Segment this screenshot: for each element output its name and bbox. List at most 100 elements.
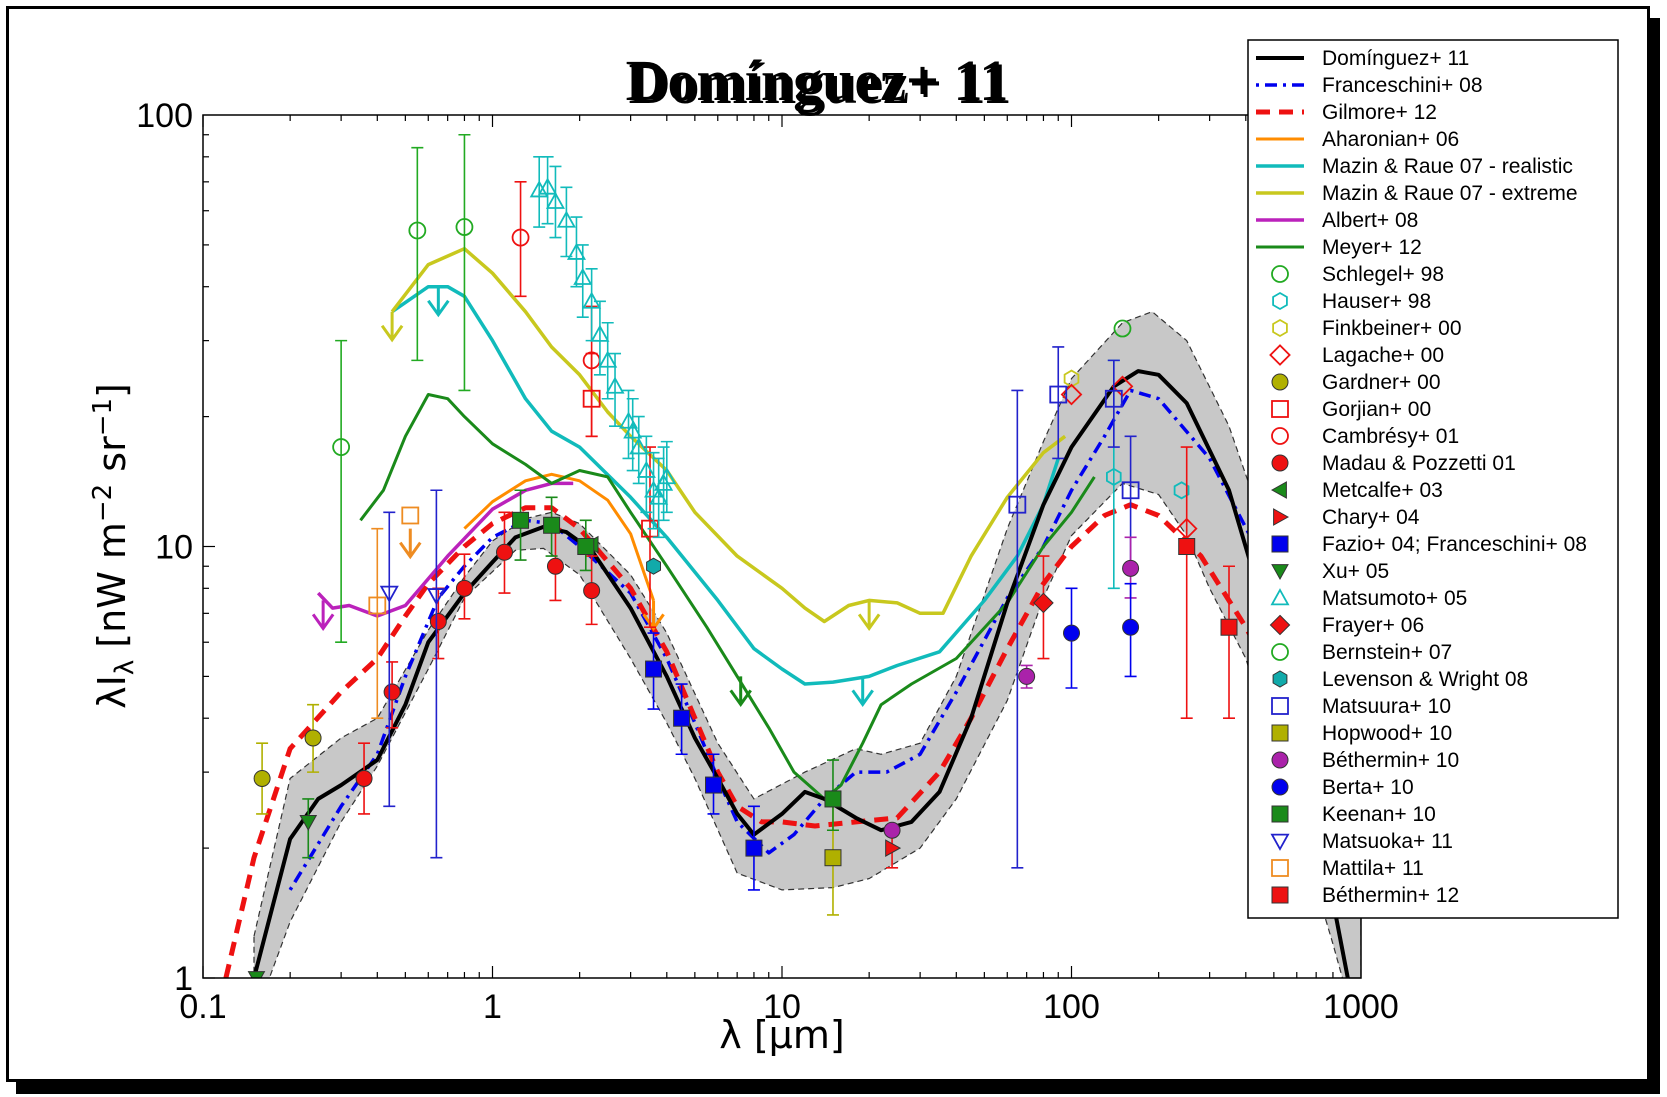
points-chary-04-point-0 — [885, 839, 902, 857]
points-matsuoka-11 — [379, 489, 446, 859]
points-matsumoto-05-errorbar-3 — [560, 186, 573, 258]
legend-entry: Béthermin+ 10 — [1271, 749, 1459, 772]
points-matsumoto-05-point-7 — [590, 324, 610, 342]
points-b-thermin-12-errorbar-0 — [1180, 446, 1193, 720]
legend-label: Frayer+ 06 — [1322, 614, 1424, 637]
legend-marker-swatch — [1271, 805, 1289, 823]
y-tick-label: 1 — [174, 960, 193, 998]
points-cambr-sy-01-point-0 — [511, 228, 530, 247]
legend-entry: Cambrésy+ 01 — [1271, 425, 1459, 448]
points-matsumoto-05-errorbar-14 — [647, 451, 660, 530]
points-madau-pozzetti-01-point-5 — [546, 557, 564, 575]
y-tick-label: 10 — [155, 529, 193, 567]
legend-marker-swatch — [1271, 373, 1289, 391]
points-levenson-wright-08 — [646, 557, 661, 575]
points-matsumoto-05-point-6 — [582, 291, 602, 309]
points-fazio-04-franceschini-08-point-3 — [745, 839, 763, 857]
points-matsumoto-05-point-9 — [605, 376, 625, 394]
points-b-thermin-10 — [883, 536, 1140, 839]
points-matsumoto-05-errorbar-12 — [632, 415, 645, 485]
points-matsumoto-05-point-2 — [545, 191, 565, 209]
legend-label: Hauser+ 98 — [1322, 290, 1431, 313]
legend-entry: Matsuoka+ 11 — [1270, 830, 1453, 853]
legend-entry: Matsuura+ 10 — [1271, 695, 1451, 718]
points-b-thermin-12-point-1 — [1220, 618, 1238, 636]
points-b-thermin-12-point-0 — [1178, 538, 1196, 555]
legend-label: Mazin & Raue 07 - realistic — [1322, 155, 1573, 178]
points-xu-05-point-0 — [247, 971, 266, 978]
legend-label: Berta+ 10 — [1322, 776, 1414, 799]
legend-entry: Xu+ 05 — [1271, 560, 1389, 583]
series-albert-08-upper-limit-0 — [311, 600, 335, 631]
points-matsuoka-11-errorbar-0 — [383, 511, 396, 808]
legend-marker-swatch — [1270, 588, 1290, 606]
legend-entry: Chary+ 04 — [1273, 506, 1420, 529]
series-mazin-raue-07-extreme-line — [390, 246, 1067, 624]
points-matsumoto-05-point-17 — [657, 467, 677, 485]
points-fazio-04-franceschini-08-point-0 — [645, 660, 663, 678]
legend-label: Cambrésy+ 01 — [1322, 425, 1459, 448]
legend-marker-swatch — [1272, 670, 1288, 688]
points-berta-10-point-1 — [1122, 618, 1140, 636]
points-keenan-10 — [512, 489, 842, 832]
points-mattila-11-errorbar-0 — [371, 527, 384, 720]
legend-label: Gardner+ 00 — [1322, 371, 1441, 394]
legend-entry: Hopwood+ 10 — [1271, 722, 1452, 745]
points-matsuura-10-errorbar-2 — [1107, 359, 1120, 448]
points-madau-pozzetti-01-point-4 — [495, 543, 513, 561]
points-matsumoto-05-point-13 — [636, 460, 656, 478]
series-meyer-12-upper-limit-0 — [729, 676, 752, 707]
points-berta-10-point-0 — [1063, 624, 1080, 642]
series-meyer-12-line — [359, 393, 1096, 801]
legend-marker-swatch — [1272, 291, 1288, 311]
legend-label: Chary+ 04 — [1322, 506, 1420, 529]
legend-label: Xu+ 05 — [1322, 560, 1389, 583]
series-aharonian-06-upper-limit-0 — [642, 600, 665, 631]
x-tick-label: 1000 — [1323, 988, 1399, 1026]
legend: Domínguez+ 11 Franceschini+ 08 Gilmore+ 12… — [1247, 39, 1619, 919]
points-matsumoto-05-errorbar-15 — [652, 457, 665, 539]
legend-label: Matsuura+ 10 — [1322, 695, 1451, 718]
legend-label: Schlegel+ 98 — [1322, 263, 1444, 286]
legend-label: Meyer+ 12 — [1322, 236, 1422, 259]
points-fazio-04-franceschini-08 — [645, 632, 763, 891]
legend-entry: Metcalfe+ 03 — [1270, 479, 1443, 502]
legend-label: Fazio+ 04; Franceschini+ 08 — [1322, 533, 1587, 556]
points-schlegel-98-point-0 — [332, 438, 351, 456]
legend-label: Béthermin+ 12 — [1322, 884, 1459, 907]
legend-entry: Mazin & Raue 07 - extreme — [1256, 182, 1578, 205]
legend-label: Matsumoto+ 05 — [1322, 587, 1467, 610]
points-hopwood-10-point-0 — [824, 849, 842, 867]
x-tick-label: 0.1 — [179, 988, 226, 1026]
series-dom-nguez-11-line — [252, 369, 1350, 978]
points-finkbeiner-00 — [1063, 369, 1080, 388]
points-schlegel-98-errorbar-1 — [411, 146, 424, 362]
legend-entry: Fazio+ 04; Franceschini+ 08 — [1271, 533, 1587, 556]
legend-marker-swatch — [1271, 751, 1289, 769]
points-matsumoto-05-point-11 — [623, 421, 643, 439]
points-keenan-10-point-0 — [512, 511, 530, 529]
legend-entry: Keenan+ 10 — [1271, 803, 1436, 826]
legend-label: Béthermin+ 10 — [1322, 749, 1459, 772]
points-madau-pozzetti-01-point-1 — [383, 683, 401, 701]
legend-label: Levenson & Wright 08 — [1322, 668, 1528, 691]
legend-entry: Albert+ 08 — [1256, 209, 1418, 232]
legend-entry: Gorjian+ 00 — [1271, 398, 1431, 421]
points-matsumoto-05-errorbar-9 — [609, 352, 622, 428]
legend-label: Mattila+ 11 — [1322, 857, 1424, 880]
points-schlegel-98-point-3 — [1113, 319, 1132, 338]
legend-label: Albert+ 08 — [1322, 209, 1418, 232]
points-b-thermin-10-point-1 — [1018, 667, 1036, 685]
points-b-thermin-12-errorbar-1 — [1223, 565, 1236, 720]
points-madau-pozzetti-01-point-0 — [355, 769, 373, 787]
legend-marker-swatch — [1270, 481, 1287, 499]
points-matsumoto-05-point-12 — [629, 437, 649, 455]
series-dom-nguez-11 — [252, 369, 1350, 978]
points-finkbeiner-00-point-0 — [1063, 369, 1080, 388]
series-meyer-12 — [359, 393, 1096, 801]
points-b-thermin-10-point-2 — [1122, 559, 1140, 577]
points-matsumoto-05-point-5 — [573, 267, 593, 285]
legend-marker-swatch — [1272, 318, 1288, 338]
points-cambr-sy-01-errorbar-0 — [514, 181, 527, 298]
legend-marker-swatch — [1271, 265, 1289, 283]
